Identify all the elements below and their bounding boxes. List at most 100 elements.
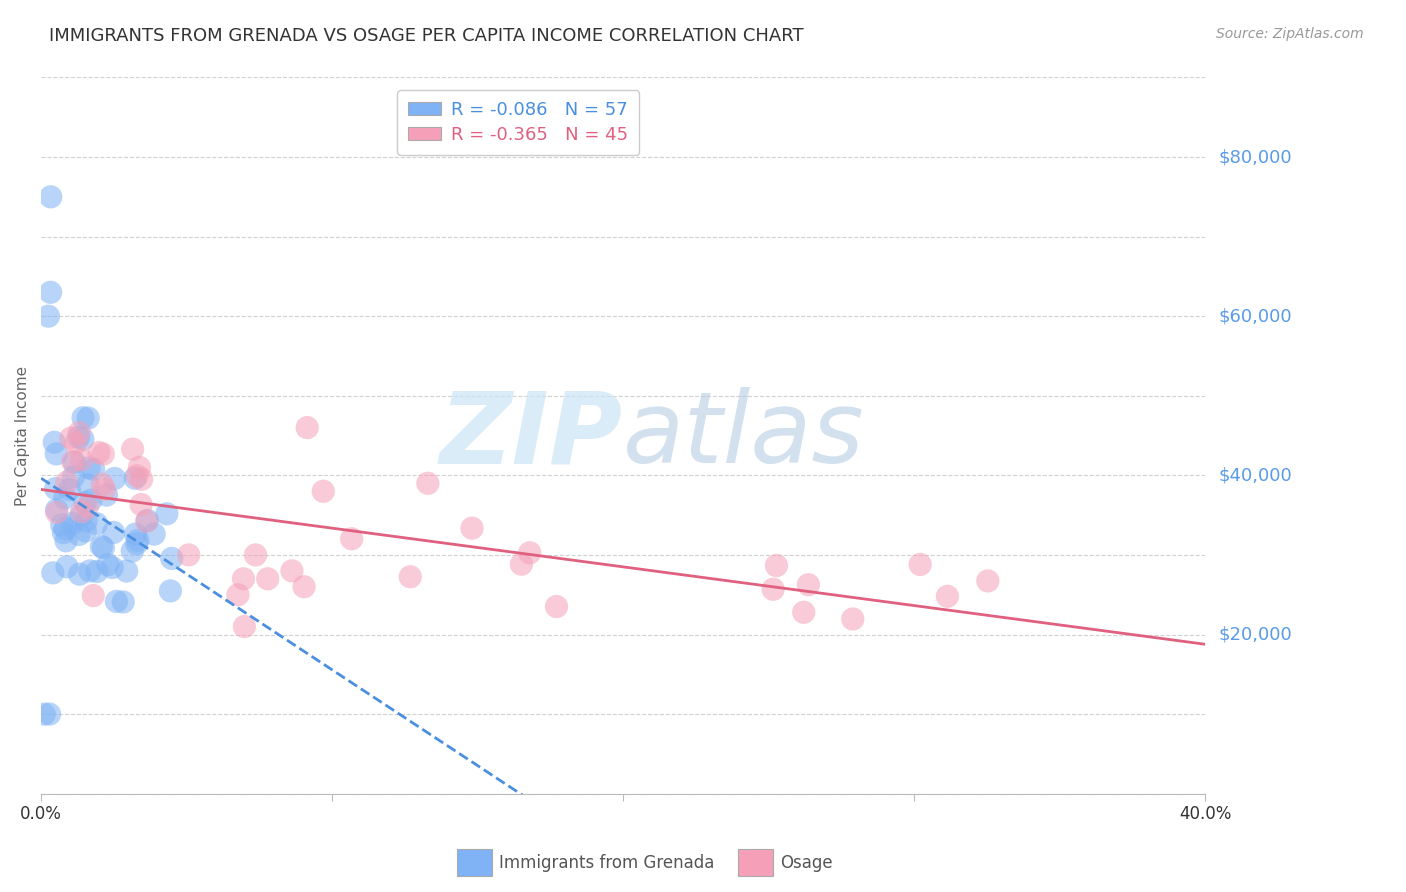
Point (90, 540, 112, 554)
Point (52, 525, 75, 540)
Text: Osage: Osage (780, 854, 832, 871)
Point (101, 560, 124, 574)
Point (67, 527, 90, 541)
Text: ZIP: ZIP (440, 387, 623, 484)
Point (82, 589, 104, 603)
Point (70, 508, 93, 523)
Point (55, 533, 77, 548)
Point (156, 507, 179, 521)
Point (72, 410, 94, 425)
Point (59, 431, 82, 445)
Point (121, 544, 143, 558)
Point (93, 483, 115, 497)
Point (69, 567, 91, 582)
Point (159, 583, 181, 598)
Point (75, 514, 97, 528)
Point (80, 493, 103, 508)
Point (510, 557, 533, 571)
Point (292, 580, 315, 594)
Point (104, 471, 127, 485)
Point (232, 572, 254, 586)
Point (45, 503, 67, 517)
Point (45, 447, 67, 461)
Point (86, 565, 108, 579)
Point (87, 445, 110, 459)
Point (51, 517, 73, 532)
Point (39, 190, 62, 204)
Point (45, 482, 67, 496)
Point (70, 505, 93, 519)
Point (115, 564, 138, 578)
Text: $40,000: $40,000 (1219, 467, 1292, 484)
Point (39, 285, 62, 300)
Point (129, 498, 152, 512)
Point (77, 411, 100, 425)
Point (226, 588, 249, 602)
Point (45, 505, 67, 519)
Point (762, 582, 785, 597)
Point (91, 447, 114, 461)
Point (842, 612, 865, 626)
Point (281, 564, 304, 578)
Point (76, 500, 98, 514)
Point (143, 527, 166, 541)
Point (936, 590, 959, 604)
Point (121, 442, 143, 457)
Point (103, 525, 125, 540)
Point (76, 478, 98, 492)
Legend: R = -0.086   N = 57, R = -0.365   N = 45: R = -0.086 N = 57, R = -0.365 N = 45 (398, 90, 640, 155)
Point (340, 532, 363, 546)
Point (53, 522, 76, 536)
Point (977, 574, 1000, 588)
Point (765, 558, 787, 573)
Point (312, 484, 335, 499)
Y-axis label: Per Capita Income: Per Capita Income (15, 366, 30, 506)
Point (63, 455, 86, 469)
Point (128, 460, 150, 475)
Text: $20,000: $20,000 (1219, 625, 1292, 643)
Point (105, 594, 128, 608)
Point (125, 468, 148, 483)
Point (32, 707, 55, 722)
Point (233, 619, 256, 633)
Point (124, 527, 146, 541)
Point (53, 491, 76, 505)
Point (70, 452, 93, 467)
Point (96, 488, 118, 502)
Point (177, 548, 200, 562)
Point (75, 524, 97, 538)
Point (127, 533, 149, 548)
Point (56, 559, 79, 574)
Point (97, 558, 120, 572)
Point (62, 469, 84, 483)
Point (797, 578, 820, 592)
Text: $60,000: $60,000 (1219, 307, 1292, 326)
Point (77, 461, 100, 475)
Point (461, 521, 484, 535)
Point (135, 515, 157, 529)
Point (297, 420, 319, 434)
Point (67, 430, 90, 444)
Point (79, 564, 101, 578)
Point (908, 558, 931, 572)
Point (72, 432, 94, 446)
Point (245, 548, 267, 562)
Point (91, 477, 114, 491)
Text: IMMIGRANTS FROM GRENADA VS OSAGE PER CAPITA INCOME CORRELATION CHART: IMMIGRANTS FROM GRENADA VS OSAGE PER CAP… (49, 27, 804, 45)
Point (37, 309, 59, 323)
Point (546, 599, 568, 614)
Point (75, 495, 97, 509)
Point (131, 472, 153, 486)
Point (86, 516, 108, 531)
Point (44, 435, 66, 450)
Point (67, 425, 90, 440)
Point (160, 551, 183, 566)
Point (136, 513, 159, 527)
Point (58, 483, 80, 497)
Point (256, 572, 278, 586)
Text: Immigrants from Grenada: Immigrants from Grenada (499, 854, 714, 871)
Text: Source: ZipAtlas.com: Source: ZipAtlas.com (1216, 27, 1364, 41)
Point (416, 476, 439, 491)
Point (62, 516, 84, 531)
Point (55, 475, 77, 490)
